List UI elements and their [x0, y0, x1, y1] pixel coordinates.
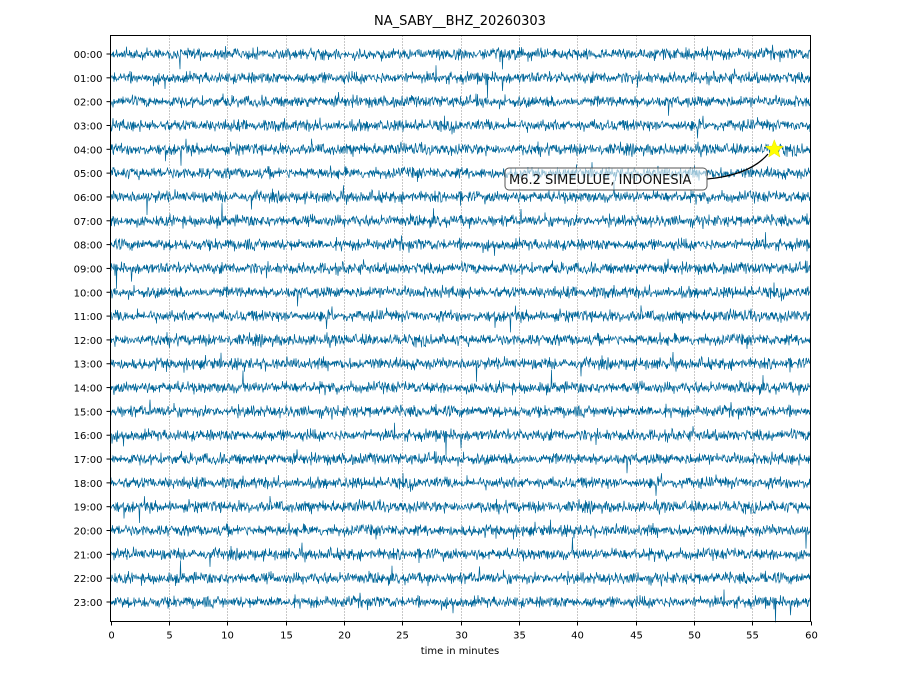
- y-tick-label: 17:00: [74, 455, 103, 466]
- y-tick-label: 08:00: [74, 241, 103, 252]
- x-tick-label: 20: [338, 631, 351, 642]
- y-tick-label: 07:00: [74, 217, 103, 228]
- y-tick-label: 21:00: [74, 550, 103, 561]
- plot-frame: [110, 35, 811, 622]
- y-tick-label: 01:00: [74, 74, 103, 85]
- seismic-trace: [110, 537, 811, 567]
- y-tick-label: 12:00: [74, 336, 103, 347]
- annotation-label: M6.2 SIMEULUE, INDONESIA: [509, 173, 691, 188]
- seismic-trace: [110, 519, 811, 549]
- chart-title: NA_SABY__BHZ_20260303: [374, 14, 546, 29]
- y-tick-label: 11:00: [74, 312, 103, 323]
- x-axis: 0 5 10 15 20 25 30 35 40 45 50 55 60: [108, 621, 818, 642]
- y-tick-label: 22:00: [74, 574, 103, 585]
- seismic-trace: [110, 44, 811, 70]
- y-tick-label: 14:00: [74, 384, 103, 395]
- seismic-trace: [110, 179, 811, 216]
- x-tick-label: 40: [571, 631, 584, 642]
- y-tick-label: 13:00: [74, 360, 103, 371]
- y-axis: 00:00 01:00 02:00 03:00 04:00 05:00 06:00 07:00…: [74, 50, 111, 609]
- x-tick-label: 0: [108, 631, 114, 642]
- y-tick-label: 09:00: [74, 264, 103, 275]
- seismic-trace: [110, 258, 811, 289]
- annotation-box: [504, 167, 708, 191]
- annotation-connector: [706, 153, 769, 180]
- seismic-trace: [110, 332, 811, 349]
- x-tick-label: 10: [221, 631, 234, 642]
- y-tick-label: 00:00: [74, 50, 103, 61]
- x-tick-label: 5: [166, 631, 172, 642]
- y-tick-label: 15:00: [74, 407, 103, 418]
- x-tick-label: 30: [455, 631, 468, 642]
- seismic-trace: [110, 351, 811, 382]
- y-tick-label: 05:00: [74, 169, 103, 180]
- seismic-trace: [110, 65, 811, 99]
- y-tick-label: 16:00: [74, 431, 103, 442]
- seismic-trace: [110, 369, 811, 396]
- x-tick-label: 50: [688, 631, 701, 642]
- event-annotation: M6.2 SIMEULUE, INDONESIA: [504, 139, 785, 191]
- x-tick-label: 55: [746, 631, 759, 642]
- x-axis-label: time in minutes: [421, 646, 500, 657]
- seismic-trace: [110, 203, 811, 230]
- y-tick-label: 04:00: [74, 145, 103, 156]
- traces: [110, 44, 811, 623]
- seismic-trace: [110, 473, 811, 496]
- seismic-trace: [110, 91, 811, 116]
- seismic-trace: [110, 399, 811, 420]
- y-tick-label: 06:00: [74, 193, 103, 204]
- y-tick-label: 03:00: [74, 121, 103, 132]
- seismic-trace: [110, 495, 811, 524]
- seismic-trace: [110, 115, 811, 139]
- seismic-trace: [110, 282, 811, 307]
- x-tick-label: 60: [805, 631, 818, 642]
- y-tick-label: 19:00: [74, 503, 103, 514]
- y-tick-label: 20:00: [74, 527, 103, 538]
- seismic-trace: [110, 422, 811, 456]
- seismic-trace: [110, 589, 811, 623]
- y-tick-label: 23:00: [74, 598, 103, 609]
- x-tick-label: 45: [630, 631, 643, 642]
- seismic-trace: [110, 305, 811, 333]
- x-tick-label: 15: [280, 631, 293, 642]
- seismic-trace: [110, 232, 811, 256]
- x-tick-label: 25: [396, 631, 409, 642]
- seismic-trace: [110, 449, 811, 474]
- y-tick-label: 10:00: [74, 288, 103, 299]
- x-tick-label: 35: [513, 631, 526, 642]
- y-tick-label: 18:00: [74, 479, 103, 490]
- event-star-marker: [764, 139, 785, 158]
- seismic-trace: [110, 138, 811, 166]
- y-tick-label: 02:00: [74, 98, 103, 109]
- seismic-trace: [110, 560, 811, 587]
